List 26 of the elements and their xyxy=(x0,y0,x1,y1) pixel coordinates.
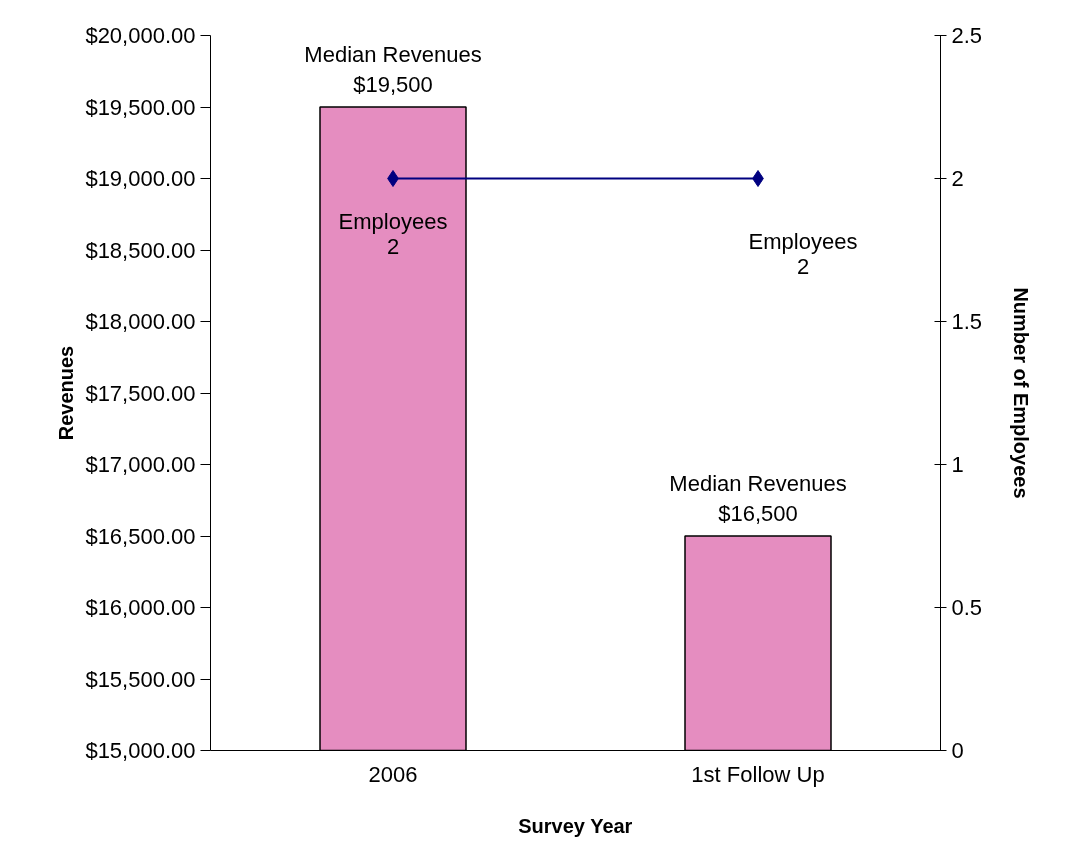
x-tick-label: 2006 xyxy=(368,761,418,787)
y-tick-label: $20,000.00 xyxy=(85,23,196,48)
data-label: Median Revenues $19,500 xyxy=(304,42,482,97)
y2-tick-label: 2 xyxy=(951,166,964,191)
y2-tick-label: 0 xyxy=(951,738,964,763)
data-label: Median Revenues $16,500 xyxy=(669,471,847,526)
y-tick-label: $17,500.00 xyxy=(85,380,196,406)
y-tick-label: $15,000.00 xyxy=(85,738,196,763)
y-tick-label: $18,000.00 xyxy=(85,309,196,334)
y2-tick-label: 0.5 xyxy=(951,595,983,620)
y-tick-label: $17,000.00 xyxy=(85,452,196,477)
y-tick-label: $19,000.00 xyxy=(85,166,196,191)
data-label: Employees 2 xyxy=(748,228,858,279)
y-tick-label: $16,500.00 xyxy=(85,523,196,549)
y-tick-label: $16,000.00 xyxy=(85,595,196,620)
y2-axis-title: Number of Employees xyxy=(1010,287,1033,499)
y-tick-label: $18,500.00 xyxy=(85,237,196,263)
y-axis-title: Revenues xyxy=(55,345,78,441)
y2-tick-label: 1 xyxy=(951,452,964,477)
x-axis-title: Survey Year xyxy=(518,814,633,837)
x-tick-label: 1st Follow Up xyxy=(691,761,825,787)
y-tick-label: $15,500.00 xyxy=(85,666,196,692)
y2-tick-label: 2.5 xyxy=(951,23,983,48)
y2-tick-label: 1.5 xyxy=(951,309,983,334)
data-label: Employees 2 xyxy=(338,208,448,259)
y-tick-label: $19,500.00 xyxy=(85,94,196,120)
